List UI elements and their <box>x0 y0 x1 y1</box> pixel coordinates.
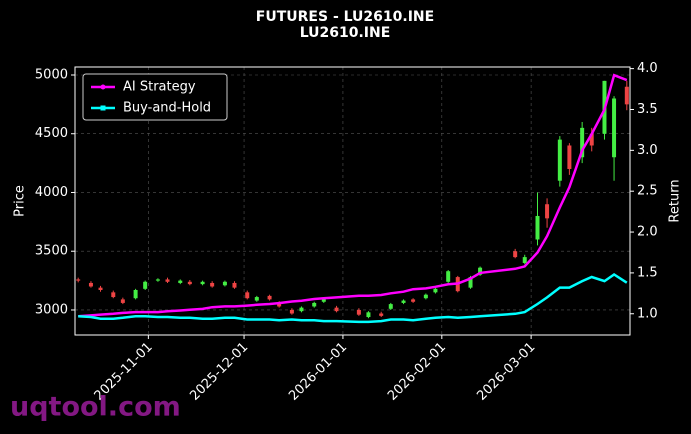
y2-tick-label: 1.5 <box>637 265 658 280</box>
y-tick-label: 5000 <box>35 67 68 82</box>
candle-body <box>312 302 317 307</box>
candle-body <box>178 280 183 283</box>
candle-body <box>232 282 237 288</box>
x-tick-label: 2025-12-01 <box>187 340 251 404</box>
candle-body <box>366 312 371 318</box>
candle-body <box>356 309 361 315</box>
candle-body <box>535 215 540 240</box>
candle-body <box>379 313 384 316</box>
series-line <box>78 272 628 324</box>
x-tick-label: 2026-03-01 <box>474 340 538 404</box>
candle-body <box>133 290 138 299</box>
legend-marker <box>100 84 106 90</box>
candle-body <box>267 295 272 300</box>
candle-body <box>245 292 250 299</box>
candle-body <box>143 281 148 289</box>
legend-label: AI Strategy <box>123 80 196 95</box>
y2-tick-label: 2.0 <box>637 225 658 240</box>
candle-body <box>612 98 617 158</box>
legend-label: Buy-and-Hold <box>123 101 211 116</box>
y-tick-label: 4000 <box>35 185 68 200</box>
candle-body <box>222 281 227 286</box>
y-tick-label: 4500 <box>35 126 68 141</box>
candle-body <box>111 292 116 298</box>
candle-body <box>589 133 594 146</box>
candle-body <box>277 302 282 307</box>
candle-body <box>513 251 518 258</box>
candle-body <box>187 281 192 285</box>
y-tick-label: 3000 <box>35 302 68 317</box>
candle-body <box>401 300 406 303</box>
candle-body <box>321 299 326 302</box>
candle-body <box>120 299 125 303</box>
chart-subtitle: LU2610.INE <box>300 25 391 41</box>
candle-body <box>98 287 103 291</box>
candle-body <box>289 309 294 314</box>
y2-tick-label: 3.5 <box>637 102 658 117</box>
candle-body <box>76 279 81 281</box>
candle-body <box>624 86 629 105</box>
candle-body <box>388 304 393 309</box>
candle-body <box>545 204 550 219</box>
legend-box <box>82 73 228 121</box>
candle-body <box>522 257 527 263</box>
y2-axis-label: Return <box>668 179 683 222</box>
y2-tick-label: 3.0 <box>637 143 658 158</box>
series-line <box>78 73 628 318</box>
candle-body <box>557 139 562 181</box>
candle-body <box>334 307 339 312</box>
plot-frame <box>74 66 631 336</box>
candle-body <box>580 127 585 158</box>
candle-body <box>411 299 416 302</box>
y2-tick-label: 1.0 <box>637 306 658 321</box>
chart-title: FUTURES - LU2610.INE <box>256 9 434 25</box>
x-tick-label: 2026-01-01 <box>286 340 350 404</box>
y2-tick-label: 2.5 <box>637 184 658 199</box>
watermark: uqtool.com <box>10 392 181 423</box>
legend-marker <box>100 105 106 111</box>
candle-body <box>468 277 473 288</box>
candle-body <box>299 307 304 312</box>
candle-body <box>165 279 170 282</box>
candle-body <box>433 288 438 293</box>
candle-body <box>155 279 160 281</box>
x-tick-label: 2026-02-01 <box>385 340 449 404</box>
candle-body <box>254 297 259 301</box>
candle-body <box>478 267 483 275</box>
candle-body <box>446 271 451 282</box>
candle-body <box>423 294 428 299</box>
candle-body <box>200 281 205 285</box>
y-axis-label: Price <box>13 185 28 217</box>
candle-body <box>567 145 572 169</box>
candle-body <box>88 282 93 287</box>
candle-body <box>210 282 215 287</box>
y-tick-label: 3500 <box>35 244 68 259</box>
y2-tick-label: 4.0 <box>637 61 658 76</box>
